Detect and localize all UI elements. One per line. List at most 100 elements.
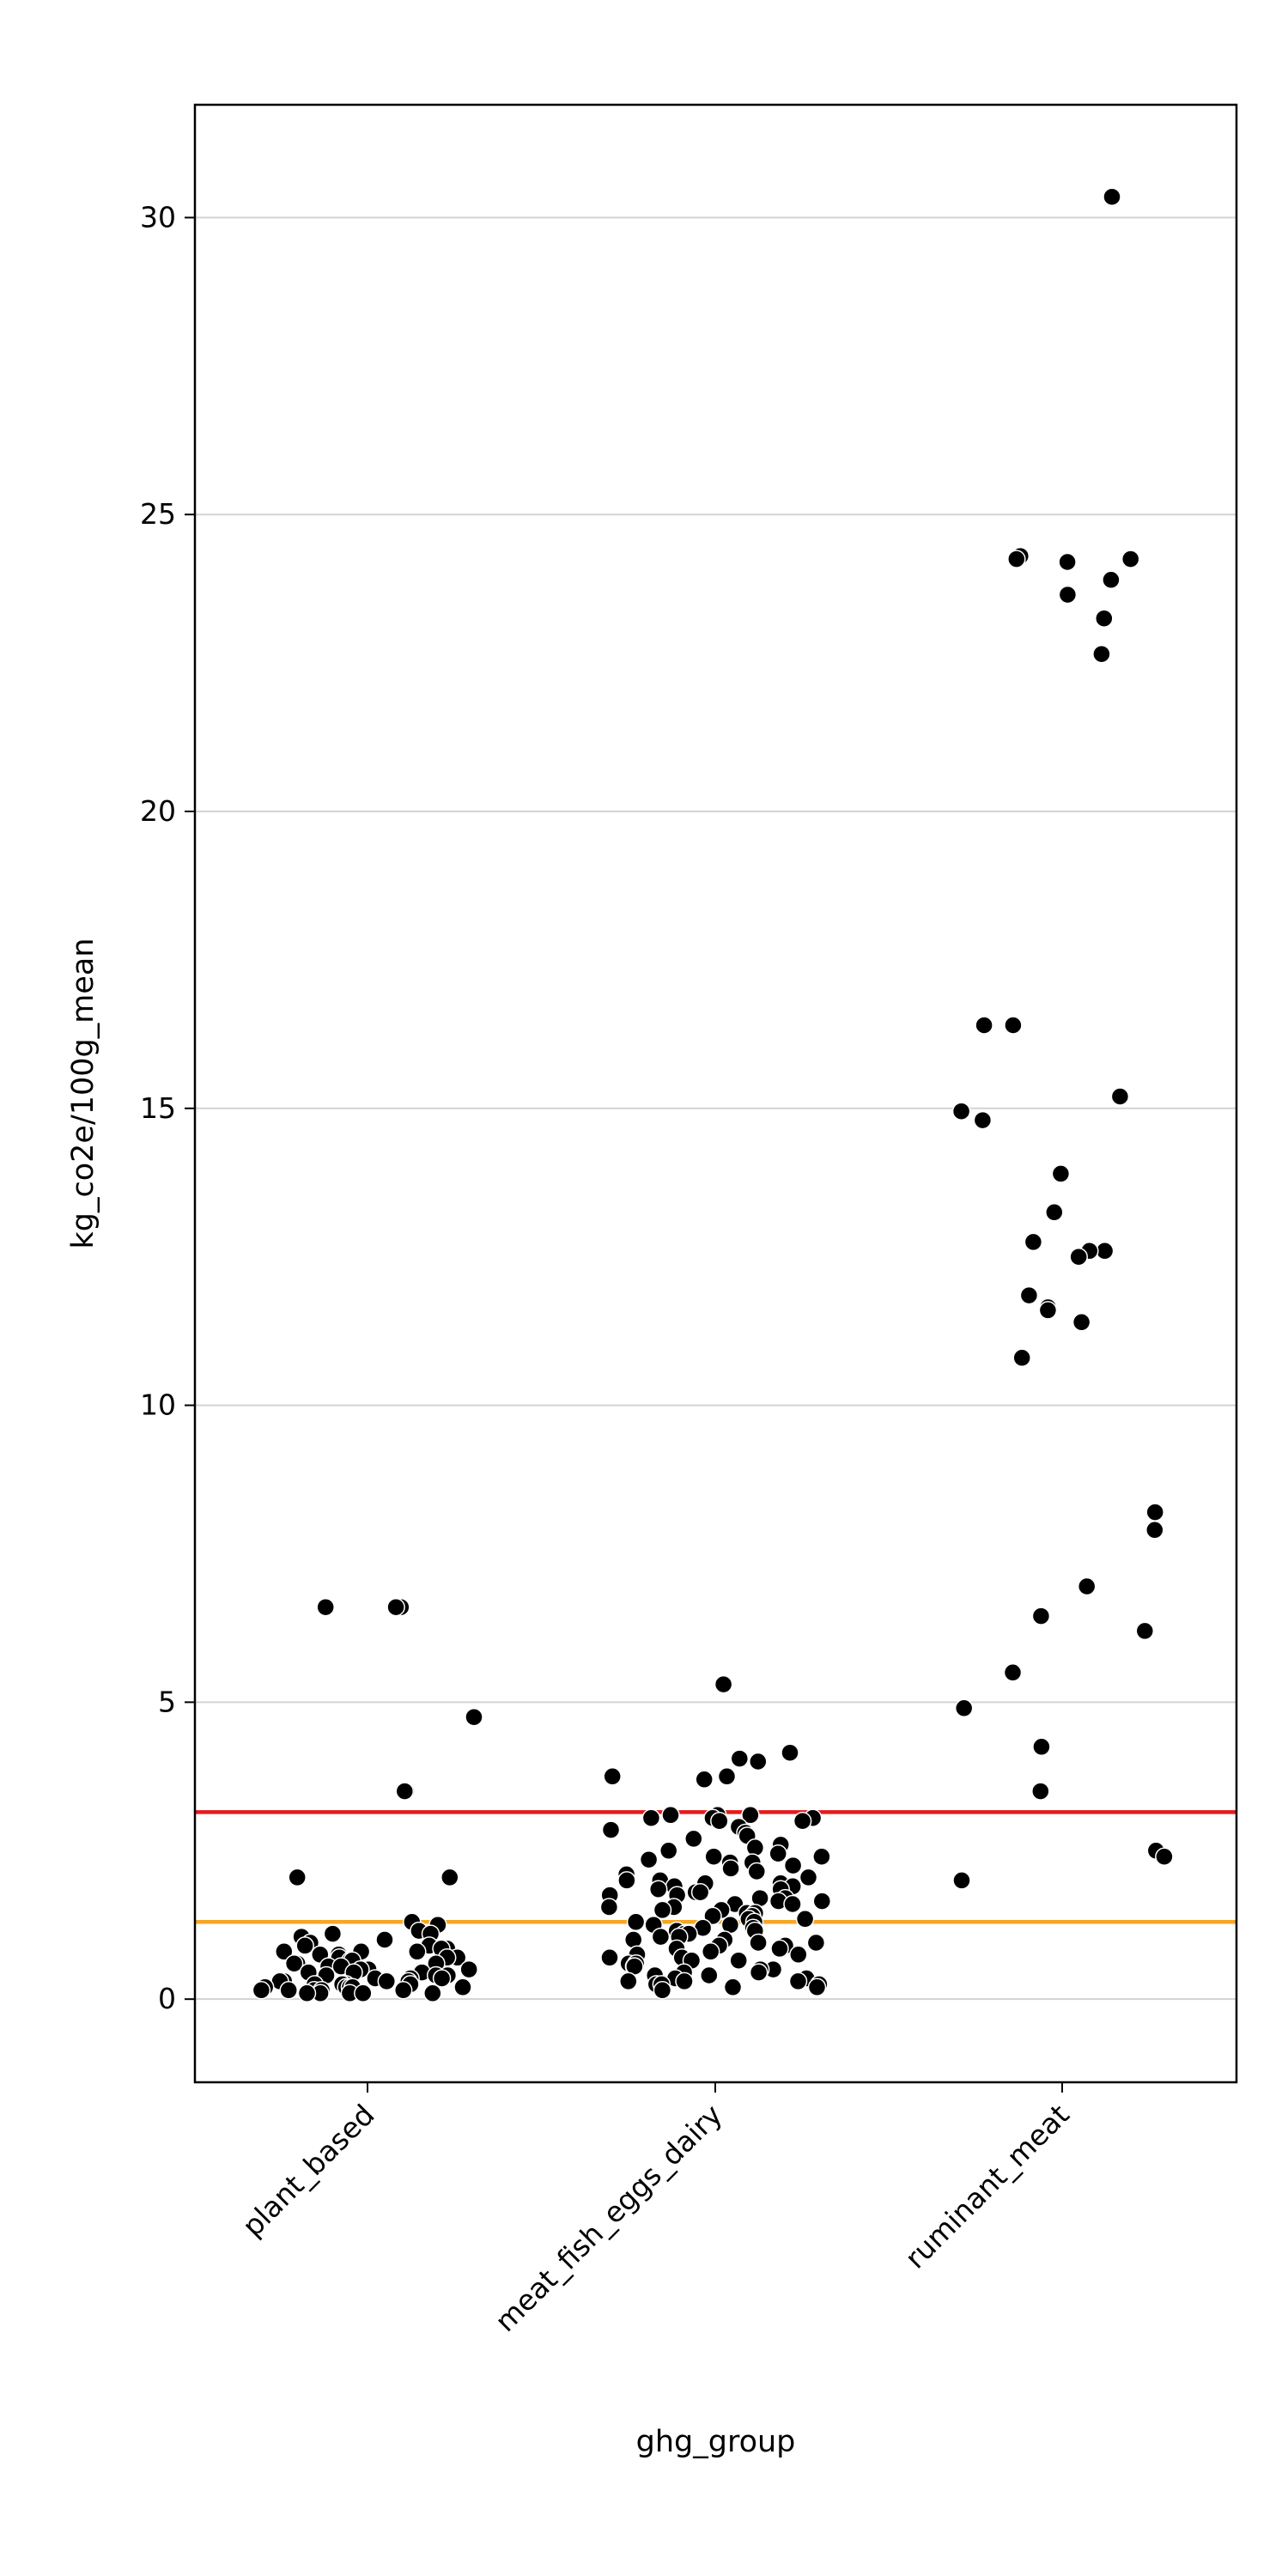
data-point-ruminant_meat bbox=[973, 1110, 993, 1130]
data-point-meat_fish_eggs_dairy bbox=[799, 1868, 818, 1887]
data-point-ruminant_meat bbox=[951, 1102, 971, 1121]
x-axis-title: ghg_group bbox=[636, 2425, 796, 2459]
data-point-ruminant_meat bbox=[1004, 1016, 1023, 1035]
data-point-meat_fish_eggs_dairy bbox=[639, 1850, 659, 1869]
y-tick-label: 30 bbox=[140, 200, 176, 234]
data-point-meat_fish_eggs_dairy bbox=[749, 1933, 768, 1953]
x-tick-label: meat_fish_eggs_dairy bbox=[489, 2098, 729, 2338]
data-point-plant_based bbox=[386, 1597, 405, 1617]
data-point-plant_based bbox=[423, 1984, 442, 2003]
data-point-meat_fish_eggs_dairy bbox=[653, 1981, 672, 2000]
data-point-meat_fish_eggs_dairy bbox=[603, 1767, 622, 1786]
data-point-ruminant_meat bbox=[1077, 1577, 1097, 1596]
data-point-meat_fish_eggs_dairy bbox=[747, 1862, 767, 1881]
y-tick-label: 0 bbox=[158, 1982, 176, 2015]
data-point-ruminant_meat bbox=[1110, 1087, 1130, 1106]
data-point-meat_fish_eggs_dairy bbox=[651, 1927, 671, 1947]
data-point-ruminant_meat bbox=[1024, 1232, 1043, 1252]
data-point-ruminant_meat bbox=[1003, 1663, 1023, 1682]
data-point-plant_based bbox=[375, 1930, 394, 1949]
data-point-plant_based bbox=[323, 1924, 343, 1943]
data-point-plant_based bbox=[284, 1953, 304, 1973]
data-point-plant_based bbox=[252, 1981, 271, 2000]
data-point-ruminant_meat bbox=[1058, 552, 1077, 572]
data-point-plant_based bbox=[377, 1971, 397, 1991]
data-point-plant_based bbox=[295, 1936, 314, 1955]
data-point-meat_fish_eggs_dairy bbox=[812, 1892, 832, 1911]
data-point-plant_based bbox=[465, 1707, 483, 1727]
data-point-meat_fish_eggs_dairy bbox=[700, 1965, 719, 1985]
data-point-ruminant_meat bbox=[1069, 1247, 1088, 1267]
data-points bbox=[252, 187, 1174, 2003]
data-point-plant_based bbox=[354, 1984, 373, 2003]
data-point-meat_fish_eggs_dairy bbox=[793, 1811, 812, 1831]
y-tick-label: 15 bbox=[140, 1091, 176, 1125]
data-point-meat_fish_eggs_dairy bbox=[749, 1963, 769, 1982]
y-tick-label: 20 bbox=[140, 794, 176, 828]
data-point-plant_based bbox=[275, 1942, 294, 1961]
data-point-plant_based bbox=[453, 1978, 472, 1997]
x-tick-label: ruminant_meat bbox=[898, 2098, 1075, 2275]
data-point-meat_fish_eggs_dairy bbox=[675, 1971, 694, 1991]
data-point-meat_fish_eggs_dairy bbox=[684, 1829, 703, 1849]
data-point-meat_fish_eggs_dairy bbox=[788, 1971, 808, 1991]
y-tick-label: 10 bbox=[140, 1388, 176, 1422]
data-point-plant_based bbox=[297, 1984, 317, 2003]
data-point-plant_based bbox=[408, 1942, 427, 1961]
data-point-meat_fish_eggs_dairy bbox=[783, 1894, 802, 1914]
data-point-meat_fish_eggs_dairy bbox=[626, 1912, 646, 1932]
y-axis-title: kg_co2e/100g_mean bbox=[66, 938, 100, 1249]
data-point-plant_based bbox=[432, 1969, 452, 1988]
data-point-meat_fish_eggs_dairy bbox=[812, 1847, 831, 1866]
data-point-plant_based bbox=[395, 1782, 415, 1801]
data-point-meat_fish_eggs_dairy bbox=[695, 1770, 714, 1789]
data-point-ruminant_meat bbox=[1019, 1285, 1039, 1305]
data-point-meat_fish_eggs_dairy bbox=[599, 1898, 619, 1917]
data-point-ruminant_meat bbox=[1121, 550, 1140, 568]
data-point-meat_fish_eggs_dairy bbox=[717, 1767, 737, 1786]
data-point-ruminant_meat bbox=[1102, 570, 1121, 590]
data-point-meat_fish_eggs_dairy bbox=[690, 1882, 710, 1902]
gridlines bbox=[195, 216, 1236, 2001]
data-point-plant_based bbox=[279, 1981, 298, 2000]
data-point-meat_fish_eggs_dairy bbox=[749, 1752, 768, 1771]
data-point-meat_fish_eggs_dairy bbox=[783, 1856, 803, 1875]
data-point-meat_fish_eggs_dairy bbox=[807, 1978, 827, 1997]
data-point-meat_fish_eggs_dairy bbox=[701, 1942, 720, 1961]
data-point-meat_fish_eggs_dairy bbox=[653, 1900, 672, 1920]
data-point-ruminant_meat bbox=[1051, 1164, 1071, 1183]
data-point-meat_fish_eggs_dairy bbox=[661, 1806, 680, 1825]
data-point-meat_fish_eggs_dairy bbox=[704, 1847, 723, 1866]
data-point-ruminant_meat bbox=[1072, 1313, 1091, 1332]
data-point-meat_fish_eggs_dairy bbox=[600, 1948, 619, 1967]
data-point-meat_fish_eggs_dairy bbox=[770, 1939, 789, 1959]
data-point-ruminant_meat bbox=[975, 1016, 993, 1035]
data-point-ruminant_meat bbox=[1145, 1521, 1164, 1540]
data-point-meat_fish_eggs_dairy bbox=[741, 1806, 760, 1825]
data-point-ruminant_meat bbox=[1058, 585, 1078, 605]
data-point-plant_based bbox=[459, 1959, 478, 1979]
data-point-ruminant_meat bbox=[1012, 1348, 1031, 1368]
data-point-ruminant_meat bbox=[1031, 1782, 1050, 1801]
plot-frame bbox=[193, 103, 1238, 2084]
x-axis: plant_based meat_fish_eggs_dairy ruminant_… bbox=[235, 2082, 1076, 2338]
data-point-ruminant_meat bbox=[1031, 1607, 1051, 1625]
data-point-meat_fish_eggs_dairy bbox=[619, 1971, 638, 1991]
data-point-ruminant_meat bbox=[954, 1698, 974, 1718]
data-point-ruminant_meat bbox=[1095, 1242, 1115, 1261]
data-point-meat_fish_eggs_dairy bbox=[710, 1811, 729, 1831]
data-point-ruminant_meat bbox=[1038, 1301, 1058, 1320]
data-point-ruminant_meat bbox=[1095, 609, 1114, 628]
data-point-ruminant_meat bbox=[952, 1871, 971, 1890]
data-point-ruminant_meat bbox=[1155, 1847, 1174, 1866]
data-point-meat_fish_eggs_dairy bbox=[703, 1906, 722, 1926]
data-point-meat_fish_eggs_dairy bbox=[769, 1844, 787, 1863]
data-point-ruminant_meat bbox=[1145, 1503, 1164, 1522]
data-point-meat_fish_eggs_dairy bbox=[659, 1841, 678, 1861]
data-point-plant_based bbox=[288, 1868, 307, 1887]
data-point-meat_fish_eggs_dairy bbox=[789, 1945, 808, 1965]
data-point-ruminant_meat bbox=[1103, 187, 1121, 206]
data-point-ruminant_meat bbox=[1007, 550, 1026, 568]
data-point-plant_based bbox=[440, 1868, 459, 1887]
data-point-meat_fish_eggs_dairy bbox=[601, 1820, 621, 1839]
